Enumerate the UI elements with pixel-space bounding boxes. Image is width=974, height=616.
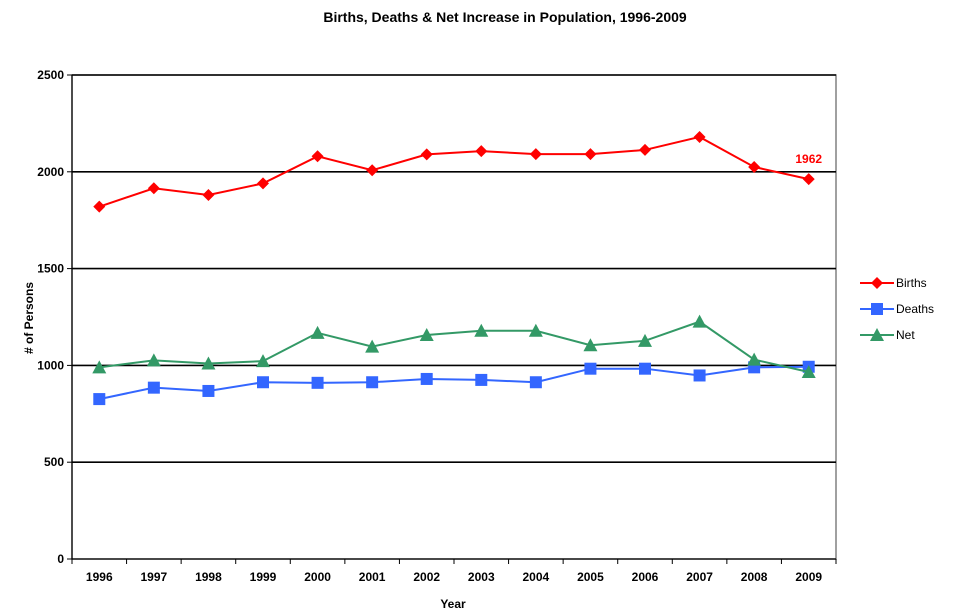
series-line-deaths xyxy=(99,365,809,401)
point-net-2003 xyxy=(474,323,489,337)
point-net-2006 xyxy=(638,333,652,347)
annotations: 1962 xyxy=(795,152,822,166)
legend-item-births: Births xyxy=(860,276,927,290)
point-net-1997 xyxy=(146,353,161,367)
point-births-2009 xyxy=(802,173,815,186)
legend-marker-births xyxy=(871,277,883,289)
point-deaths-1996 xyxy=(93,393,106,406)
legend: Births Deaths Net xyxy=(860,276,934,342)
legend-marker-deaths xyxy=(871,303,883,315)
y-tick-label: 0 xyxy=(57,552,64,566)
point-births-1999 xyxy=(257,177,269,190)
series-line-net xyxy=(99,320,809,373)
legend-item-deaths: Deaths xyxy=(860,302,934,316)
point-births-2008 xyxy=(748,160,761,173)
point-births-2007 xyxy=(693,130,706,143)
series-line-births xyxy=(98,135,809,208)
point-deaths-2003 xyxy=(475,373,488,386)
chart-title: Births, Deaths & Net Increase in Populat… xyxy=(323,9,687,25)
point-deaths-1997 xyxy=(147,381,160,394)
point-net-1999 xyxy=(256,354,270,368)
point-deaths-2006 xyxy=(639,362,651,375)
legend-item-net: Net xyxy=(860,328,915,342)
x-axis-title: Year xyxy=(440,597,466,611)
point-births-2001 xyxy=(366,164,379,177)
gridlines xyxy=(71,74,837,560)
series-net xyxy=(92,314,816,378)
point-net-1996 xyxy=(92,360,107,374)
point-births-2004 xyxy=(529,148,542,161)
point-net-2007 xyxy=(692,314,707,328)
y-tick-label: 1000 xyxy=(37,358,64,372)
y-tick-label: 1500 xyxy=(37,262,64,276)
series-births xyxy=(93,130,815,213)
point-births-1996 xyxy=(93,200,106,213)
point-net-2001 xyxy=(365,339,380,353)
y-tick-label: 2500 xyxy=(37,68,64,82)
x-tick-label-2001: 2001 xyxy=(359,570,386,584)
y-axis-title: # of Persons xyxy=(22,282,36,354)
y-tick-label: 2000 xyxy=(37,165,64,179)
point-births-1997 xyxy=(147,182,160,195)
point-deaths-2002 xyxy=(420,372,433,385)
x-tick-label-1996: 1996 xyxy=(86,570,113,584)
series-deaths xyxy=(93,360,815,406)
legend-label-net: Net xyxy=(896,328,915,342)
point-deaths-2004 xyxy=(529,376,542,389)
point-net-2004 xyxy=(528,323,543,337)
legend-marker-net xyxy=(870,328,884,341)
point-deaths-2000 xyxy=(311,376,324,389)
point-births-2000 xyxy=(311,150,324,163)
x-tick-label-2004: 2004 xyxy=(523,570,550,584)
x-tick-label-2009: 2009 xyxy=(795,570,822,584)
point-net-2002 xyxy=(419,328,434,342)
point-deaths-2001 xyxy=(366,376,379,389)
x-tick-label-1998: 1998 xyxy=(195,570,222,584)
x-tick-label-2003: 2003 xyxy=(468,570,495,584)
point-births-2005 xyxy=(584,148,597,161)
point-net-2000 xyxy=(310,325,325,339)
point-net-2009 xyxy=(801,364,816,378)
x-tick-label-2002: 2002 xyxy=(413,570,440,584)
legend-label-births: Births xyxy=(896,276,927,290)
point-births-2003 xyxy=(475,145,488,158)
point-net-2008 xyxy=(747,352,762,366)
point-deaths-1998 xyxy=(202,384,215,397)
x-tick-label-2006: 2006 xyxy=(632,570,659,584)
point-births-2006 xyxy=(639,143,651,156)
point-births-2002 xyxy=(420,148,433,161)
point-net-1998 xyxy=(201,356,216,370)
x-tick-label-1997: 1997 xyxy=(141,570,168,584)
axes: 0 500 1000 1500 2000 2500 1996 1997 1998 1999 2000… xyxy=(37,68,837,584)
point-deaths-2007 xyxy=(693,369,706,382)
point-births-1998 xyxy=(202,189,215,202)
point-deaths-2005 xyxy=(584,362,597,375)
series-group xyxy=(92,130,816,406)
x-tick-label-2000: 2000 xyxy=(304,570,331,584)
point-deaths-1999 xyxy=(257,376,269,389)
data-label-births-2009: 1962 xyxy=(795,152,822,166)
x-tick-label-2007: 2007 xyxy=(686,570,713,584)
x-tick-label-2005: 2005 xyxy=(577,570,604,584)
x-tick-label-1999: 1999 xyxy=(250,570,277,584)
plot-area-border xyxy=(71,74,837,560)
point-net-2005 xyxy=(583,338,598,352)
legend-label-deaths: Deaths xyxy=(896,302,934,316)
x-tick-label-2008: 2008 xyxy=(741,570,768,584)
y-tick-label: 500 xyxy=(44,455,64,469)
